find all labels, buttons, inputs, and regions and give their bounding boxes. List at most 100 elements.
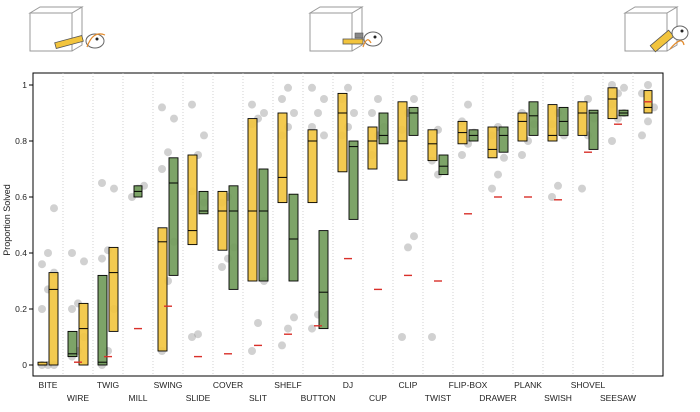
box-green [67,330,78,358]
data-point [404,243,412,252]
box-green [168,157,179,276]
box-yellow [157,227,168,352]
box-green [498,126,509,153]
x-tick-label: SLIDE [186,393,211,403]
data-point [44,249,52,257]
y-tick-label: 0.6 [15,192,27,202]
x-tick-label: PLANK [514,380,542,390]
box-yellow [307,129,318,204]
box-green [288,193,299,282]
data-point [308,83,316,92]
box-yellow [337,92,348,173]
data-point [110,184,118,193]
data-point [68,249,76,257]
x-tick-label: TWIST [425,393,451,403]
box-yellow [217,190,228,251]
data-point [98,254,106,263]
x-tick-label: CUP [369,393,387,403]
data-point [308,123,316,131]
box-yellow [577,101,588,136]
data-point [500,153,508,162]
x-tick-label: SHELF [274,380,301,390]
box-yellow [607,87,618,120]
data-point [80,257,88,266]
plot-area: 0 0.2 0.4 0.6 0.8 1 BITE WIRE TWIG MILL SWINGSLIDE… [15,72,664,403]
y-tick-label: 1 [22,80,27,90]
box-green [198,190,209,215]
task-illustration-left [28,6,106,52]
data-point [410,232,418,241]
box-yellow [547,104,558,142]
data-point [38,260,46,269]
data-point [314,109,322,117]
data-point [284,83,292,92]
data-point [320,131,328,140]
data-point [188,333,196,341]
x-tick-label: DRAWER [479,393,516,403]
data-point [554,181,562,190]
y-tick-label: 0.2 [15,304,27,314]
y-axis-label: Proportion Solved [2,184,12,256]
data-point [494,170,502,179]
box-green [258,168,269,282]
data-point [398,333,406,341]
data-point [260,109,268,117]
data-point [290,313,298,322]
x-tick-label: SLIT [249,393,267,403]
box-yellow [367,126,378,170]
data-point [284,324,292,333]
box-green [438,154,449,176]
x-tick-label: SWISH [544,393,572,403]
data-point [458,151,466,159]
task-illustration-middle [308,6,383,52]
box-green [228,185,239,290]
data-point [320,95,328,103]
plot-frame [32,72,664,377]
data-point [374,95,382,103]
task-illustration-right [623,6,689,53]
data-point [308,324,316,333]
data-point [188,100,196,109]
x-tick-label: BITE [39,380,58,390]
data-point [488,184,496,193]
data-point [278,341,286,350]
data-point [428,333,436,341]
data-point [548,193,556,201]
data-point [344,83,352,92]
data-point [644,117,652,126]
data-point [254,319,262,327]
x-tick-label: COVER [213,380,243,390]
box-yellow [517,112,528,142]
data-point [608,137,616,145]
box-yellow [78,302,89,366]
box-green [588,109,599,150]
data-point [194,330,202,339]
x-tick-label: BUTTON [301,393,336,403]
box-yellow [277,112,288,204]
data-point [620,83,628,92]
data-point [608,81,616,89]
box-green [528,101,539,136]
box-yellow [427,129,438,162]
data-point [578,184,586,193]
y-tick-label: 0.4 [15,248,27,258]
data-point [98,179,106,187]
box-green [97,274,108,366]
box-yellow [247,118,258,282]
x-tick-label: SEESAW [600,393,636,403]
data-point [218,263,226,271]
data-point [644,81,652,89]
box-green [408,106,419,136]
box-yellow [48,272,59,366]
box-green [378,112,389,145]
x-tick-label: CLIP [399,380,418,390]
data-point [518,151,526,159]
data-point [410,95,418,103]
data-point [368,109,376,117]
x-tick-label: TWIG [97,380,119,390]
data-point [638,131,646,140]
box-yellow [108,246,119,332]
x-tick-label: SWING [154,380,183,390]
data-point [158,103,166,112]
